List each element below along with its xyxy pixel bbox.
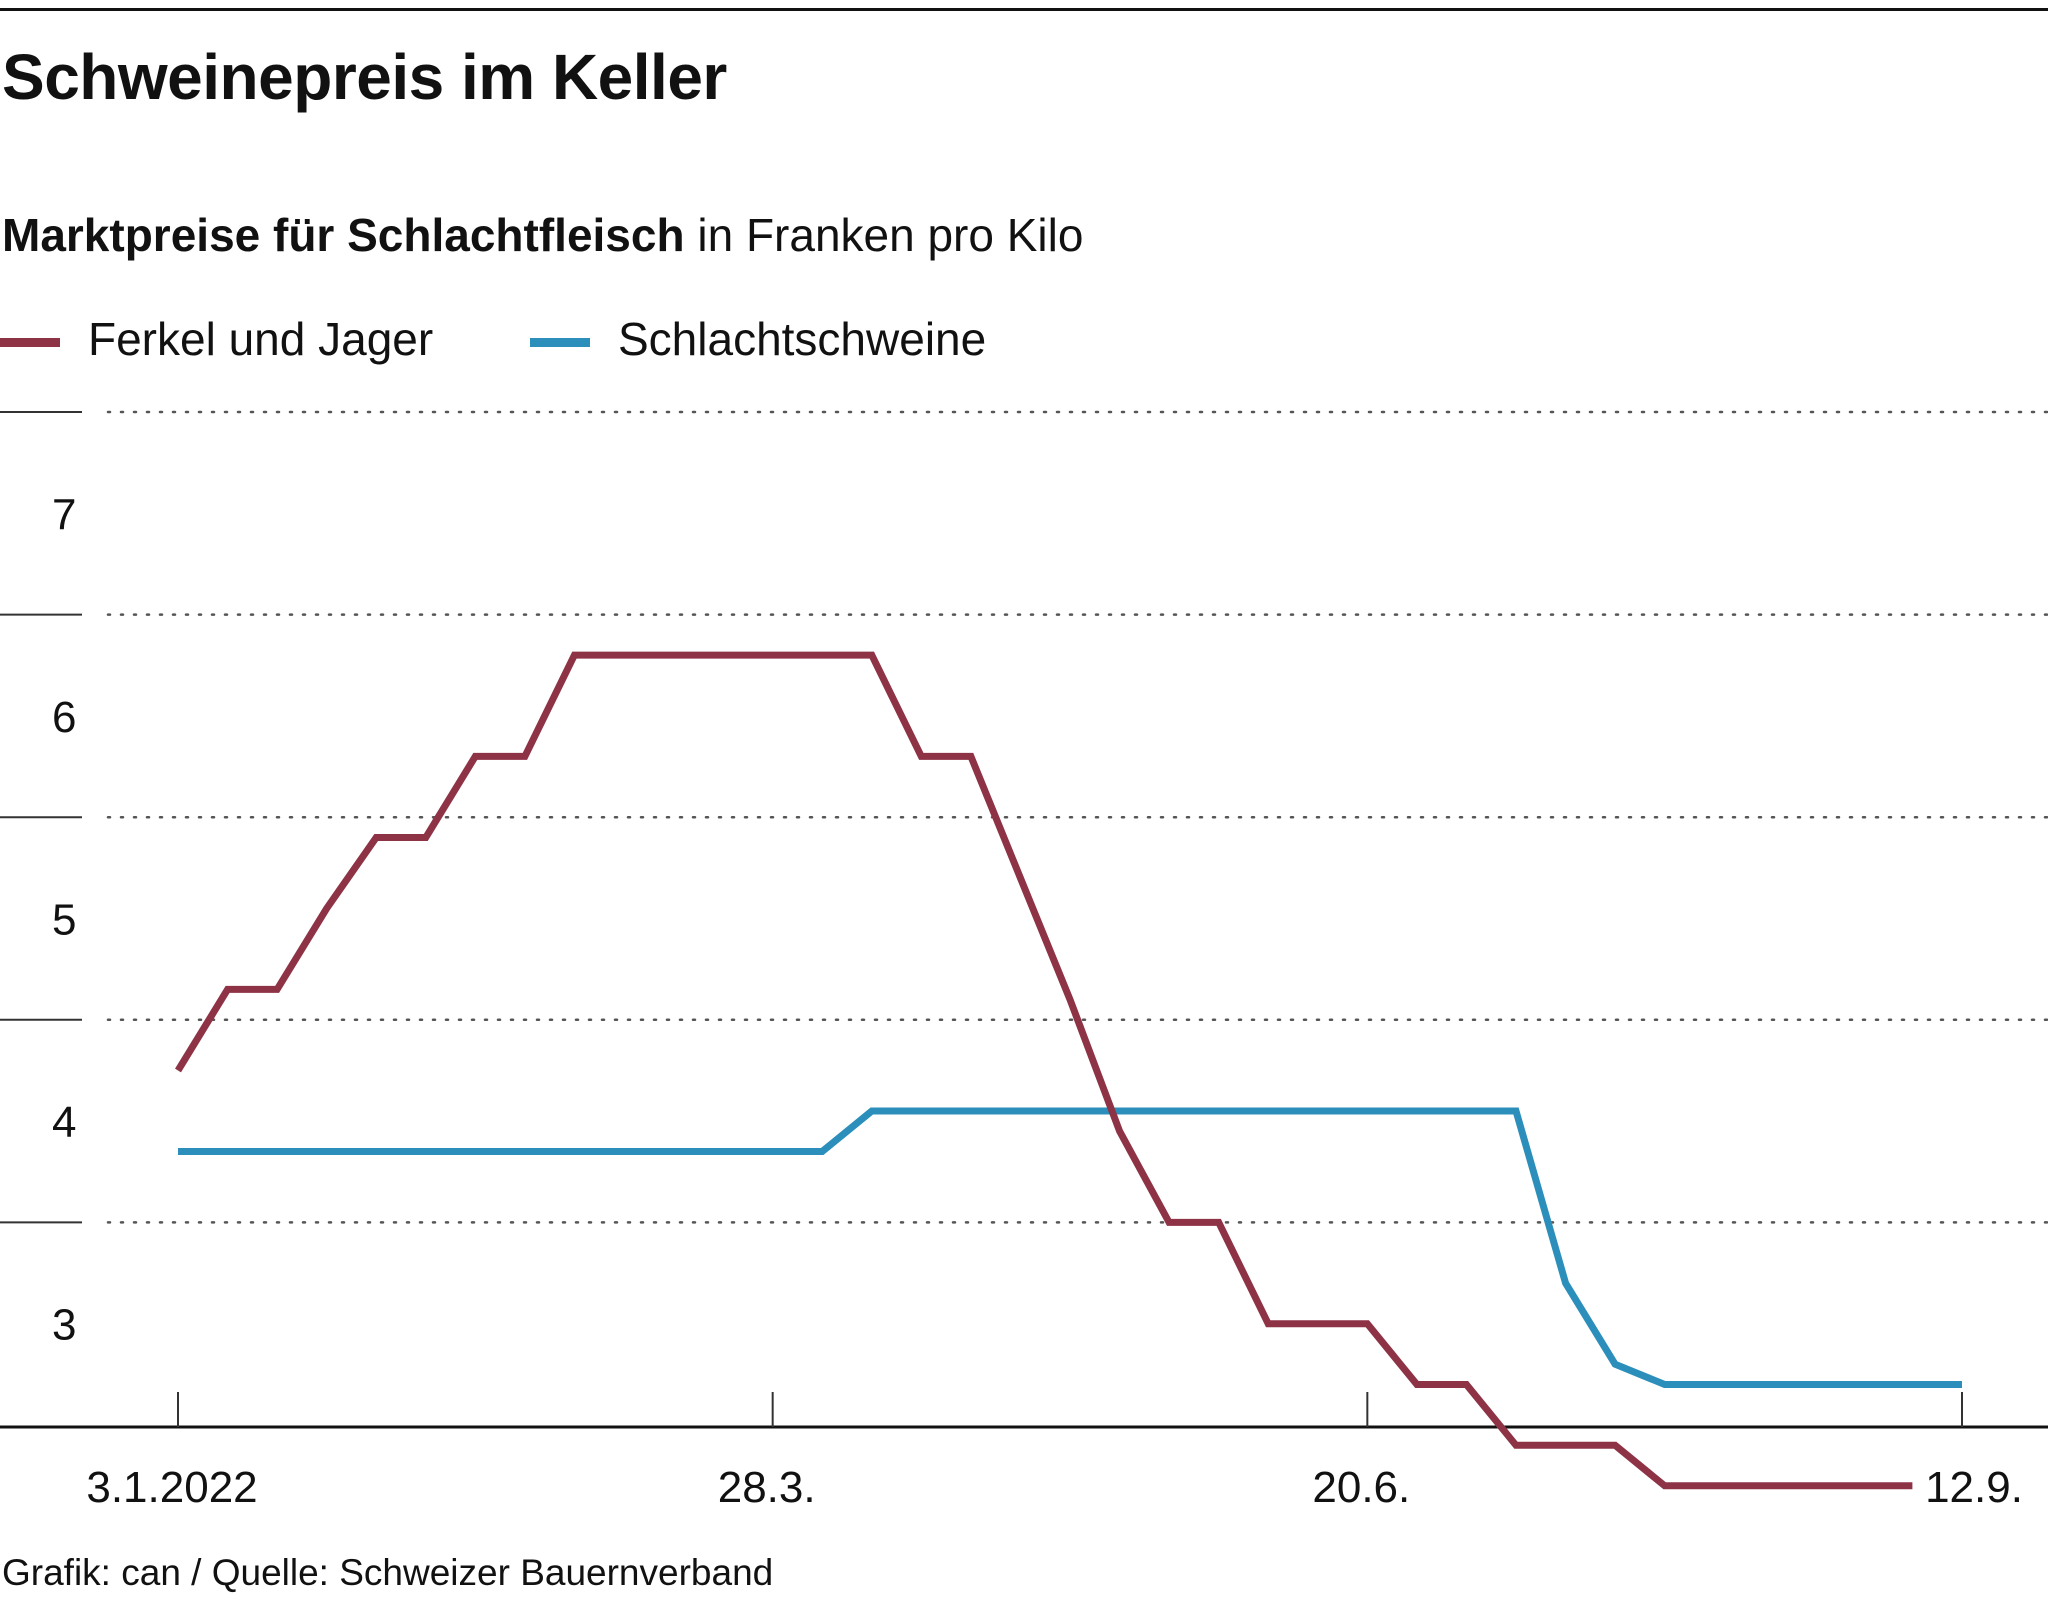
y-tick-label-0: 3 [52, 1301, 76, 1350]
legend-label-schlacht: Schlachtschweine [618, 313, 987, 365]
chart-title: Schweinepreis im Keller [2, 41, 727, 113]
x-tick-label-1: 28.3. [718, 1463, 816, 1512]
y-tick-label-3: 6 [52, 693, 76, 742]
axis-layer: 3 4 5 6 7 3.1.2022 28.3. 20.6. 12.9. [0, 490, 2048, 1512]
chart-subtitle: Marktpreise für Schlachtfleisch in Frank… [2, 208, 1083, 262]
legend-swatch-schlacht [530, 338, 590, 347]
legend-swatch-ferkel [0, 338, 60, 347]
x-tick-label-0: 3.1.2022 [86, 1463, 257, 1512]
subtitle-rest: in Franken pro Kilo [684, 209, 1084, 261]
series-layer [175, 651, 1962, 1490]
y-tick-label-4: 7 [52, 490, 76, 539]
top-rule [0, 8, 2048, 11]
x-tick-label-3: 12.9. [1925, 1463, 2023, 1512]
series-line-ferkel [175, 651, 1913, 1490]
x-tick-label-2: 20.6. [1312, 1463, 1410, 1512]
legend-label-ferkel: Ferkel und Jager [88, 313, 434, 365]
source-footer: Grafik: can / Quelle: Schweizer Bauernve… [2, 1552, 774, 1593]
grid-layer [0, 410, 2048, 1224]
y-tick-label-1: 4 [52, 1098, 76, 1147]
y-tick-label-2: 5 [52, 896, 76, 945]
subtitle-bold: Marktpreise für Schlachtfleisch [2, 209, 685, 261]
series-line-schlachtschweine [178, 1107, 1962, 1388]
